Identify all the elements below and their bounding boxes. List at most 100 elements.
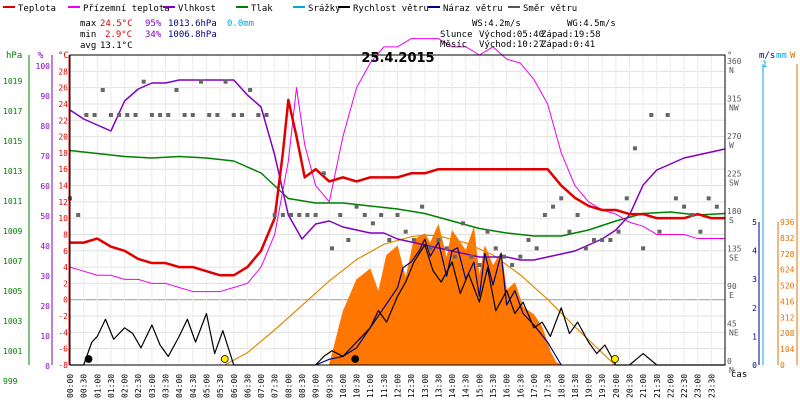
time-tick-label: 14:30 — [462, 374, 471, 398]
temp-tick-label: 8 — [63, 230, 68, 239]
time-tick-label: 02:00 — [121, 374, 130, 398]
wind-dir-point — [583, 246, 588, 251]
time-tick-label: 11:00 — [366, 374, 375, 398]
dir-card-label: W — [729, 141, 734, 150]
wind-dir-point — [158, 113, 163, 117]
dir-tick-label: 0 — [727, 357, 732, 366]
stats-avg-temp: 13.1°C — [100, 41, 133, 51]
time-tick-label: 18:00 — [557, 374, 566, 398]
wind-dir-point — [534, 246, 539, 251]
sun-label: Slunce — [440, 30, 473, 40]
wind-dir-point — [166, 113, 171, 117]
temp-tick-label: 20 — [58, 133, 68, 142]
wind-dir-point — [649, 113, 654, 117]
info-block: WS:4.2m/s WG:4.5m/s Slunce Východ:05:40 … — [440, 19, 616, 50]
wind-dir-point — [575, 213, 580, 217]
wind-dir-point — [682, 204, 687, 209]
time-tick-label: 20:30 — [625, 374, 634, 398]
axis-time: 00:00 00:30 01:00 01:30 02:00 02:30 03:00 03:30… — [66, 374, 716, 398]
ms-tick-label: 0 — [752, 361, 757, 370]
hpa-tick-label: 1019 — [3, 77, 22, 86]
wind-dir-point — [297, 213, 302, 217]
moon-set: Západ:0:41 — [541, 40, 595, 50]
w-tick-label: 0 — [780, 361, 785, 370]
time-tick-label: 11:30 — [380, 374, 389, 398]
time-tick-label: 13:30 — [434, 374, 443, 398]
time-tick-label: 07:00 — [257, 374, 266, 398]
wind-dir-point — [231, 113, 236, 117]
wind-dir-point — [542, 213, 547, 217]
time-tick-label: 19:30 — [598, 374, 607, 398]
wind-dir-point — [698, 229, 703, 234]
stats-min-label: min — [80, 30, 96, 40]
dir-tick-label: 360 — [727, 57, 742, 66]
stats-min-press: 1006.8hPa — [168, 30, 217, 40]
wind-dir-point — [714, 204, 719, 209]
time-tick-label: 05:30 — [216, 374, 225, 398]
time-tick-label: 06:30 — [243, 374, 252, 398]
solar-area — [328, 223, 563, 366]
dir-card-label: S — [729, 216, 734, 225]
temp-tick-label: 14 — [58, 182, 68, 191]
pct-tick-label: 20 — [40, 302, 50, 311]
time-tick-label: 22:00 — [666, 374, 675, 398]
sunset-marker — [611, 355, 619, 363]
time-tick-label: 15:30 — [489, 374, 498, 398]
wind-dir-point — [346, 238, 351, 242]
time-tick-label: 12:30 — [407, 374, 416, 398]
wind-dir-point — [452, 254, 457, 259]
time-tick-label: 23:00 — [694, 374, 703, 398]
wind-dir-point — [706, 196, 711, 201]
wind-dir-point — [444, 246, 449, 251]
hpa-tick-label: 1005 — [3, 287, 22, 296]
stats-avg-label: avg — [80, 41, 96, 51]
wind-dir-point — [321, 171, 326, 176]
wind-dir-point — [92, 113, 97, 117]
hpa-tick-label: 1013 — [3, 167, 22, 176]
time-tick-label: 14:00 — [448, 374, 457, 398]
wind-dir-point — [76, 213, 81, 217]
wind-dir-point — [354, 204, 359, 209]
pct-tick-label: 70 — [40, 152, 50, 161]
wind-dir-point — [100, 88, 105, 92]
legend-label: Náraz větru — [443, 4, 503, 14]
wind-dir-point — [248, 88, 253, 92]
w-tick-label: 208 — [780, 329, 795, 338]
wind-dir-point — [125, 113, 130, 117]
dir-card-label: NW — [729, 104, 739, 113]
time-tick-label: 04:00 — [175, 374, 184, 398]
time-tick-label: 01:30 — [107, 374, 116, 398]
pct-tick-label: 100 — [36, 62, 51, 71]
wind-dir-point — [330, 246, 334, 251]
pct-tick-label: 50 — [40, 212, 50, 221]
dir-tick-label: 180 — [727, 207, 742, 216]
legend-label: Vlhkost — [178, 4, 216, 14]
axis-pressure: 1019 1017 1015 1013 1011 1009 1007 1005 1003 1001… — [3, 55, 30, 386]
wind-dir-point — [387, 238, 392, 242]
time-tick-label: 03:00 — [148, 374, 157, 398]
wind-dir-point — [362, 213, 367, 217]
wind-dir-point — [190, 113, 195, 117]
wind-dir-point — [289, 213, 294, 217]
dir-card-label: N — [729, 66, 734, 75]
time-tick-label: 03:30 — [162, 374, 171, 398]
wind-dir-point — [567, 229, 572, 234]
time-tick-label: 12:00 — [394, 374, 403, 398]
pct-tick-label: 0 — [45, 362, 50, 371]
wind-dir-point — [641, 246, 646, 251]
hpa-unit-label: hPa — [6, 51, 22, 61]
stats-min-temp: 2.9°C — [105, 30, 132, 40]
wind-dir-point — [305, 213, 310, 217]
wind-dir-point — [673, 196, 678, 201]
time-tick-label: 19:00 — [585, 374, 594, 398]
time-tick-label: 10:30 — [353, 374, 362, 398]
stats-min-hum: 34% — [145, 30, 162, 40]
wind-dir-point — [141, 79, 146, 84]
wind-dir-point — [600, 238, 605, 242]
wind-dir-point — [485, 229, 490, 234]
w-tick-label: 728 — [780, 250, 795, 259]
pct-tick-label: 80 — [40, 122, 50, 131]
